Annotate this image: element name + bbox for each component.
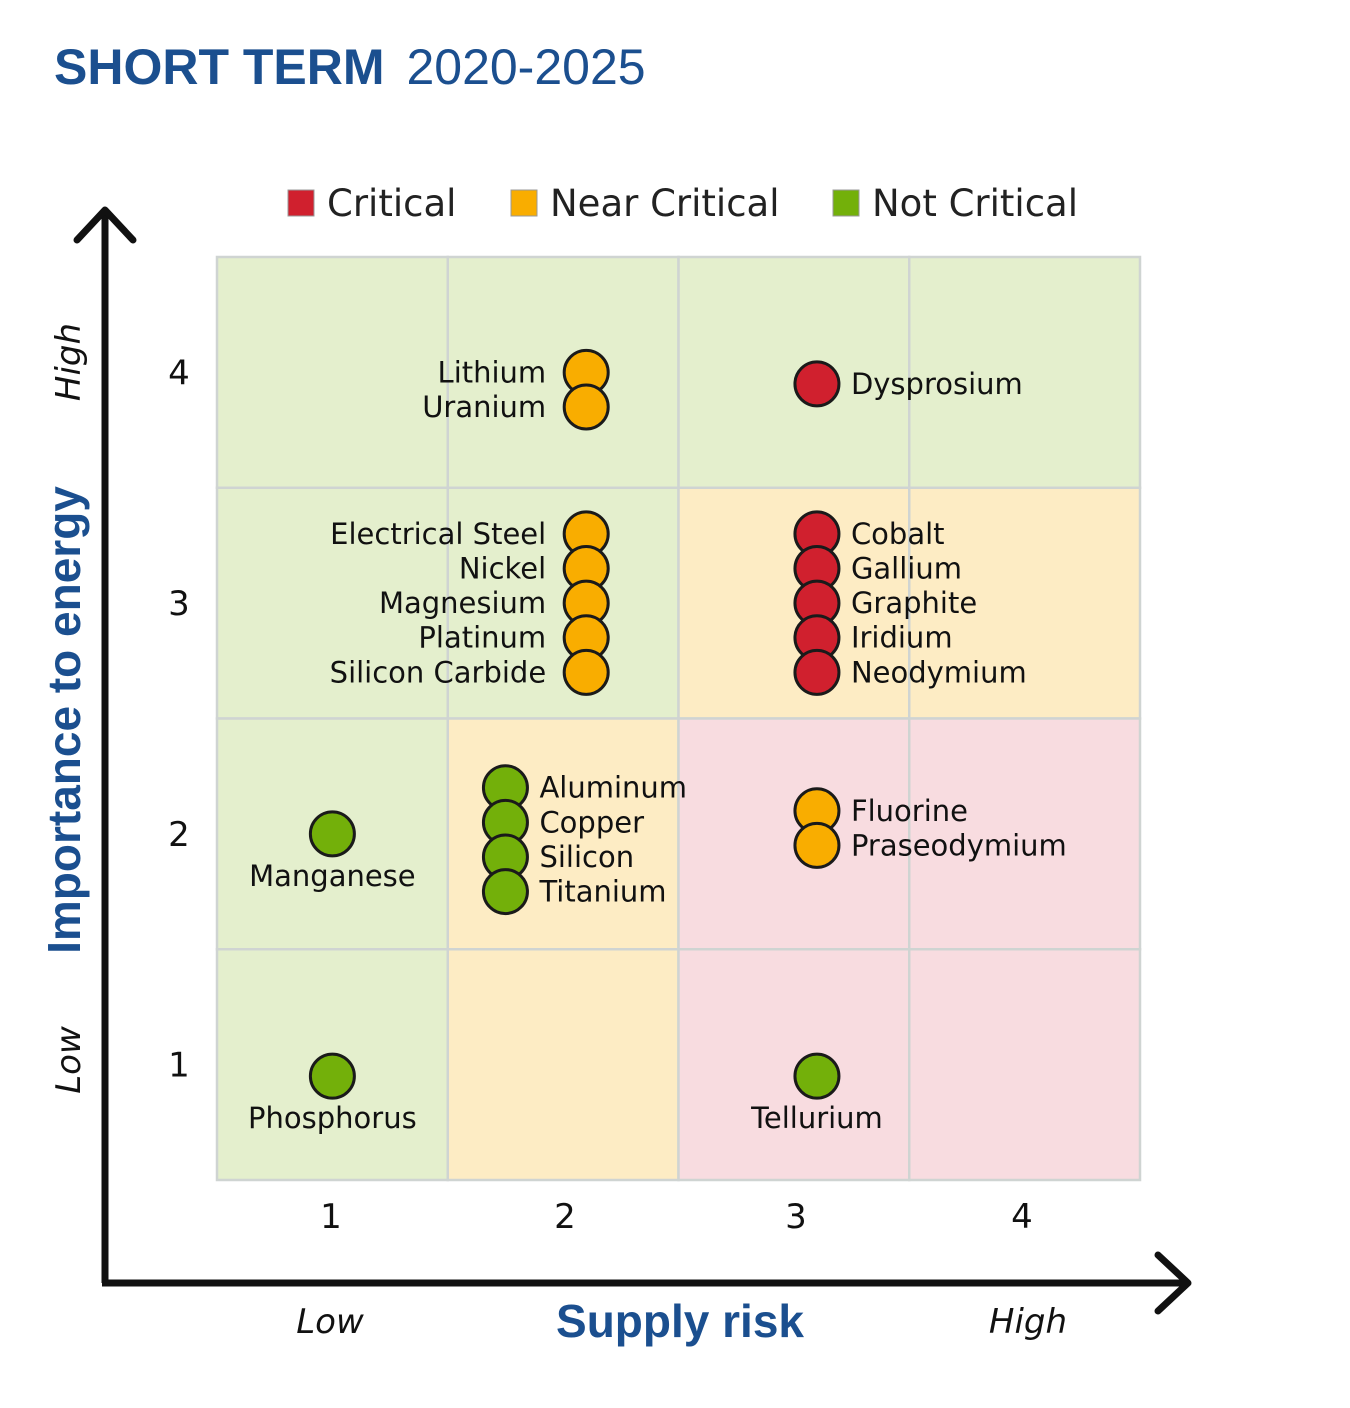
data-point: Uranium	[422, 383, 610, 431]
point-label: Tellurium	[750, 1101, 883, 1135]
zone-cell	[215, 486, 449, 720]
data-point: Neodymium	[793, 648, 1027, 696]
point-label: Cobalt	[851, 517, 945, 551]
point-label: Manganese	[249, 859, 416, 893]
data-point: Dysprosium	[793, 360, 1023, 408]
point-label: Nickel	[459, 552, 546, 586]
y-axis-arrow-icon	[73, 206, 137, 244]
data-point: Silicon Carbide	[330, 648, 610, 696]
point-marker	[562, 648, 610, 696]
y-tick-label: 1	[168, 1046, 190, 1086]
x-tick-label: 3	[785, 1197, 807, 1237]
y-high-label: High	[49, 323, 89, 401]
point-label: Magnesium	[379, 586, 546, 620]
legend-swatch	[510, 189, 538, 217]
data-point: Lithium	[438, 348, 610, 396]
point-marker	[793, 1052, 841, 1100]
point-marker	[562, 383, 610, 431]
point-label: Electrical Steel	[330, 517, 546, 551]
y-tick-label: 3	[168, 584, 190, 624]
x-tick-label: 2	[554, 1197, 576, 1237]
point-label: Iridium	[851, 621, 953, 655]
zone-cell	[677, 717, 911, 951]
point-marker	[793, 648, 841, 696]
point-marker	[308, 810, 356, 858]
data-point: Graphite	[793, 579, 977, 627]
y-tick-label: 4	[168, 353, 190, 393]
point-marker	[793, 821, 841, 869]
x-tick-label: 4	[1011, 1197, 1033, 1237]
zone-cell	[908, 717, 1142, 951]
y-tick-label: 2	[168, 815, 190, 855]
point-label: Phosphorus	[248, 1101, 417, 1135]
point-label: Neodymium	[851, 655, 1027, 689]
legend: Critical Near Critical Not Critical	[287, 182, 1078, 225]
data-point: Fluorine	[793, 787, 968, 835]
legend-label: Not Critical	[872, 182, 1078, 225]
point-label: Titanium	[538, 875, 666, 909]
x-low-label: Low	[296, 1302, 364, 1342]
point-label: Graphite	[851, 586, 977, 620]
zone-cell	[446, 948, 680, 1182]
point-label: Aluminum	[539, 771, 687, 805]
point-label: Gallium	[851, 552, 962, 586]
title-light: 2020-2025	[406, 39, 646, 95]
zone-cell	[908, 486, 1142, 720]
y-axis-title: Importance to energy	[38, 486, 90, 954]
point-label: Platinum	[418, 621, 546, 655]
legend-label: Critical	[327, 182, 456, 225]
tick-labels: 1 2 3 4 1 2 3 4	[168, 353, 1033, 1237]
zone-grid	[215, 255, 1142, 1182]
data-point: Magnesium	[379, 579, 610, 627]
data-point: Tellurium	[750, 1052, 883, 1135]
zone-cell	[908, 948, 1142, 1182]
legend-swatch	[832, 189, 860, 217]
point-marker	[481, 868, 529, 916]
x-tick-label: 1	[320, 1197, 342, 1237]
zone-cell	[215, 255, 449, 489]
point-label: Praseodymium	[851, 828, 1067, 862]
data-point: Silicon	[481, 833, 634, 881]
data-point: Gallium	[793, 545, 962, 593]
point-label: Dysprosium	[851, 367, 1023, 401]
point-label: Silicon Carbide	[330, 655, 547, 689]
data-point: Praseodymium	[793, 821, 1067, 869]
zone-cell	[677, 948, 911, 1182]
point-label: Lithium	[438, 355, 547, 389]
x-high-label: High	[989, 1302, 1067, 1342]
title-bold: SHORT TERM	[54, 39, 385, 95]
point-marker	[308, 1052, 356, 1100]
x-axis-title: Supply risk	[556, 1295, 804, 1347]
point-label: Silicon	[539, 840, 634, 874]
data-point: Aluminum	[481, 764, 687, 812]
y-low-label: Low	[49, 1026, 89, 1094]
chart-title: SHORT TERM 2020-2025	[54, 38, 646, 96]
legend-swatch	[287, 189, 315, 217]
data-point: Phosphorus	[248, 1052, 417, 1135]
data-point: Electrical Steel	[330, 510, 610, 558]
data-point: Manganese	[249, 810, 416, 893]
legend-label: Near Critical	[550, 182, 780, 225]
point-label: Fluorine	[851, 794, 968, 828]
point-marker	[793, 360, 841, 408]
zone-cell	[908, 255, 1142, 489]
data-point: Titanium	[481, 868, 667, 916]
point-label: Uranium	[422, 390, 546, 424]
point-label: Copper	[539, 805, 644, 839]
x-axis-arrow-icon	[1154, 1251, 1192, 1315]
